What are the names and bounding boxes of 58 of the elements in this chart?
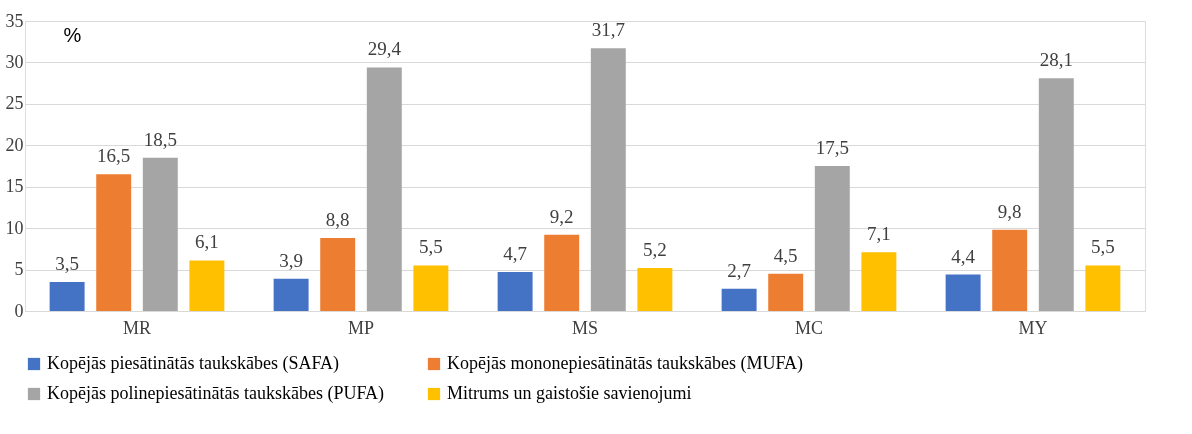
data-label: 4,4	[951, 245, 976, 267]
bar	[544, 234, 580, 311]
x-tick-label: MY	[1018, 317, 1048, 338]
data-label: 3,9	[279, 249, 303, 271]
y-tick-label: 0	[14, 300, 24, 321]
y-tick-label: 15	[5, 176, 24, 197]
data-label: 5,2	[643, 238, 667, 260]
data-label: 5,5	[1091, 236, 1115, 258]
bar	[1038, 78, 1074, 311]
bar	[189, 260, 225, 311]
legend-label: Kopējās piesātinātās taukskābes (SAFA)	[47, 353, 340, 374]
data-label: 7,1	[867, 223, 891, 245]
data-label: 9,8	[997, 200, 1022, 222]
bar	[590, 48, 626, 311]
data-label: 8,8	[325, 209, 350, 231]
legend-label: Kopējās polinepiesātinātās taukskābes (PUFA)	[47, 383, 385, 404]
bar	[49, 282, 85, 311]
data-label: 4,5	[773, 244, 798, 266]
bar	[637, 267, 673, 311]
bar	[992, 229, 1028, 311]
y-axis-title: %	[63, 23, 82, 46]
bar	[814, 166, 850, 311]
bar	[945, 274, 981, 311]
data-label: 9,2	[549, 205, 574, 227]
bar	[497, 272, 533, 311]
y-tick-label: 10	[5, 217, 24, 238]
data-label: 16,5	[97, 145, 131, 167]
y-tick-label: 30	[5, 51, 24, 72]
x-tick-label: MR	[122, 317, 152, 338]
legend-label: Mitrums un gaistošie savienojumi	[447, 383, 692, 403]
bar	[96, 174, 132, 311]
data-label: 29,4	[367, 38, 402, 60]
y-tick-label: 25	[5, 93, 24, 114]
bar	[366, 67, 402, 311]
data-label: 4,7	[503, 243, 527, 265]
bar	[142, 157, 178, 311]
bar	[861, 252, 897, 311]
data-label: 31,7	[591, 19, 625, 41]
legend-label: Kopējās mononepiesātinātās taukskābes (MUFA)	[447, 353, 804, 374]
bar	[1085, 265, 1121, 311]
bar	[320, 238, 356, 311]
bar	[413, 265, 449, 311]
data-label: 2,7	[727, 259, 751, 281]
y-tick-label: 20	[5, 134, 24, 155]
data-label: 28,1	[1039, 49, 1073, 71]
bar	[721, 288, 757, 311]
y-tick-label: 5	[14, 259, 24, 280]
x-tick-label: MC	[794, 317, 824, 338]
data-label: 6,1	[195, 231, 219, 253]
y-tick-label: 35	[5, 10, 24, 31]
data-label: 3,5	[55, 253, 79, 274]
bar	[273, 278, 309, 311]
bar	[768, 273, 804, 311]
x-tick-label: MS	[571, 317, 599, 338]
x-tick-label: MP	[347, 317, 375, 338]
data-label: 5,5	[419, 236, 443, 258]
data-label: 18,5	[143, 128, 177, 150]
data-label: 17,5	[815, 137, 849, 158]
